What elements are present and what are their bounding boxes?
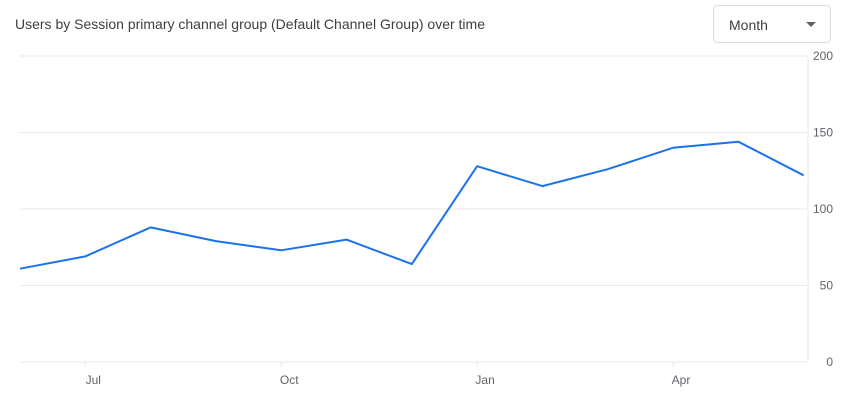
y-tick-label: 200 — [813, 49, 833, 63]
y-tick-label: 0 — [826, 355, 833, 369]
y-tick-label: 100 — [813, 202, 833, 216]
chevron-down-icon — [806, 22, 816, 27]
data-point[interactable] — [146, 222, 156, 232]
x-tick-label: Jan — [475, 373, 494, 387]
data-point[interactable] — [276, 245, 286, 255]
data-point[interactable] — [15, 264, 25, 274]
y-axis-ticks: 200 150 100 50 0 — [813, 49, 833, 369]
y-tick-label: 150 — [813, 126, 833, 140]
series-line — [19, 140, 805, 270]
data-point[interactable] — [668, 143, 678, 153]
data-point[interactable] — [537, 181, 547, 191]
data-point[interactable] — [211, 236, 221, 246]
grid-lines — [20, 55, 809, 363]
x-tick-label: Jul — [86, 373, 101, 387]
chart-title: Users by Session primary channel group (… — [15, 16, 485, 32]
data-point[interactable] — [603, 164, 613, 174]
data-point[interactable] — [342, 235, 352, 245]
x-tick-label: Oct — [280, 373, 299, 387]
x-axis-ticks: Jul Oct Jan Apr — [84, 362, 691, 387]
period-select[interactable]: Month — [713, 5, 831, 43]
x-tick-label: Apr — [672, 373, 691, 387]
data-point[interactable] — [472, 161, 482, 171]
y-tick-label: 50 — [820, 279, 834, 293]
data-point[interactable] — [80, 251, 90, 261]
data-point[interactable] — [407, 259, 417, 269]
period-select-value: Month — [729, 17, 768, 33]
data-point[interactable] — [733, 137, 743, 147]
series-layer — [15, 137, 809, 274]
data-point[interactable] — [799, 170, 809, 180]
